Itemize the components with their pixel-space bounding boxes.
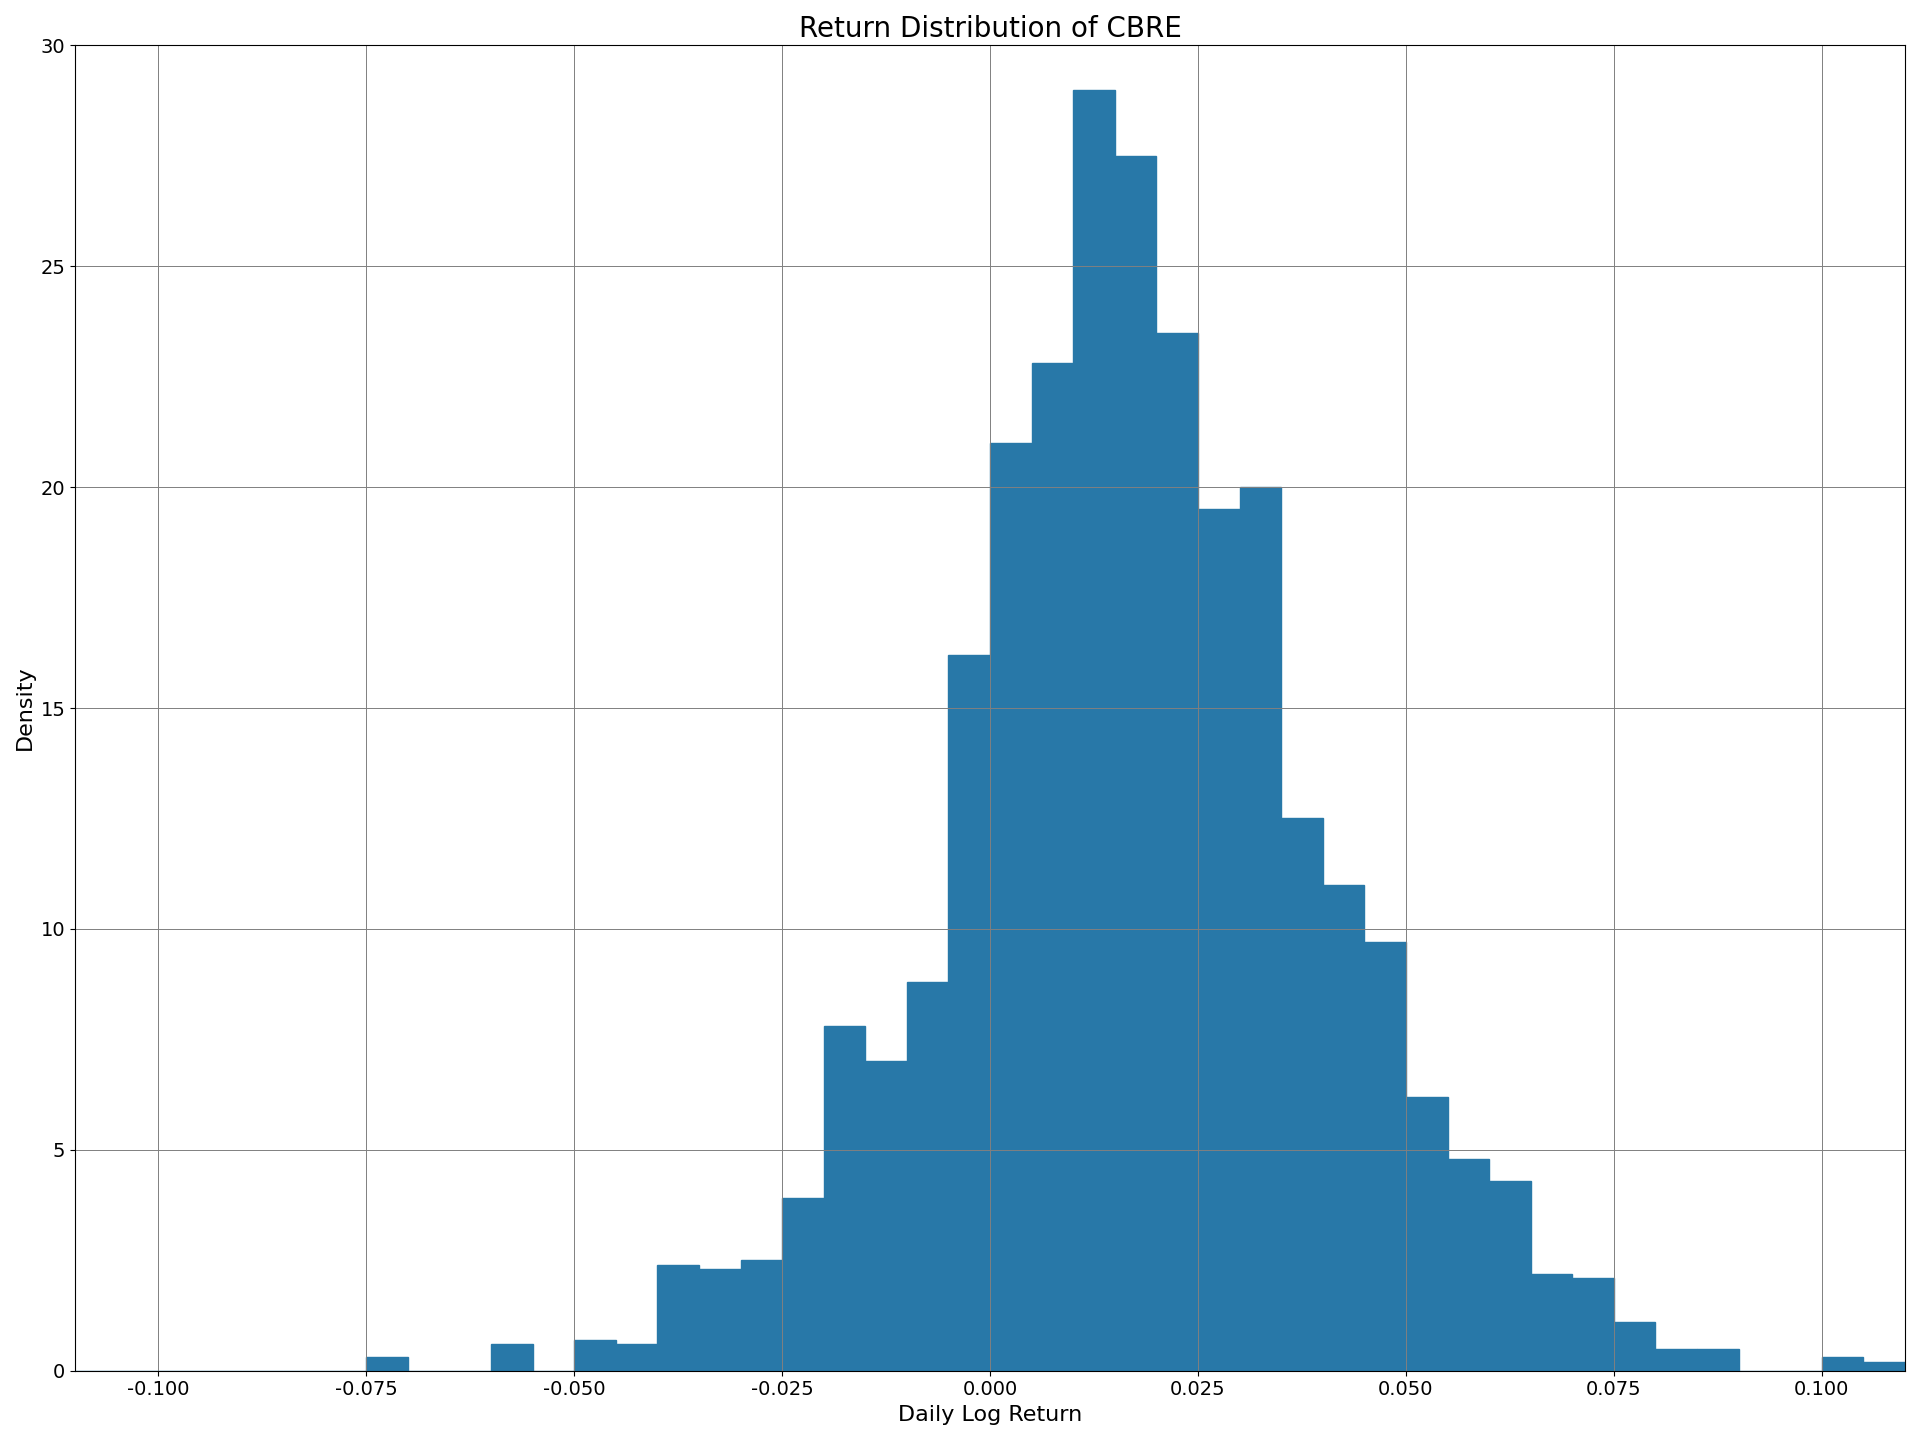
Title: Return Distribution of CBRE: Return Distribution of CBRE [799,14,1181,43]
Bar [1198,510,1240,1371]
Bar [1697,1349,1740,1371]
Bar [948,655,991,1371]
Bar [1240,487,1281,1371]
Bar [1116,156,1156,1371]
Bar [1156,333,1198,1371]
Bar [741,1260,781,1371]
Bar [1031,363,1073,1371]
Bar [1448,1159,1490,1371]
Bar [1572,1277,1615,1371]
Y-axis label: Density: Density [15,665,35,750]
Bar [1365,942,1405,1371]
Bar [1073,89,1116,1371]
X-axis label: Daily Log Return: Daily Log Return [899,1405,1083,1426]
Bar [492,1344,532,1371]
Bar [906,982,948,1371]
Bar [367,1358,407,1371]
Bar [1405,1097,1448,1371]
Bar [1864,1362,1905,1371]
Bar [781,1198,824,1371]
Bar [1530,1273,1572,1371]
Bar [699,1269,741,1371]
Bar [824,1027,866,1371]
Bar [1323,884,1365,1371]
Bar [574,1339,616,1371]
Bar [1490,1181,1530,1371]
Bar [1822,1358,1864,1371]
Bar [657,1264,699,1371]
Bar [616,1344,657,1371]
Bar [866,1061,906,1371]
Bar [1655,1349,1697,1371]
Bar [991,444,1031,1371]
Bar [1615,1322,1655,1371]
Bar [1281,818,1323,1371]
